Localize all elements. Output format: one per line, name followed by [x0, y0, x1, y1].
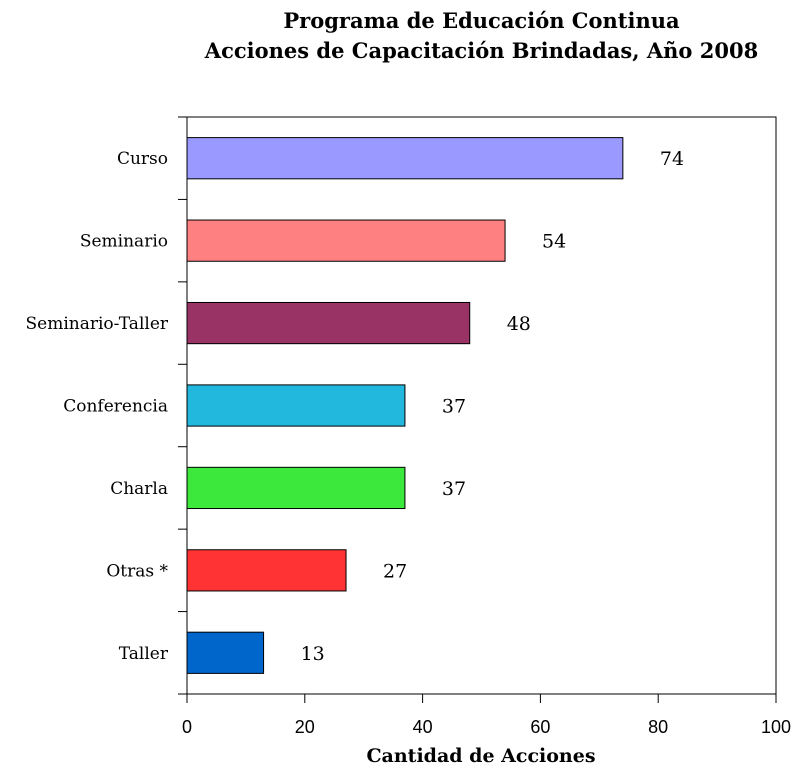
bar [186, 384, 406, 427]
x-tick-label: 20 [295, 717, 315, 737]
data-label: 37 [442, 396, 466, 418]
category-label: Conferencia [63, 397, 168, 417]
chart-subtitle: Acciones de Capacitación Brindadas, Año … [204, 38, 759, 63]
bar [186, 631, 265, 674]
bar [186, 466, 406, 510]
data-label: 74 [660, 148, 684, 170]
category-label: Otras * [106, 561, 168, 581]
x-tick-label: 60 [530, 717, 550, 737]
data-label: 37 [442, 478, 466, 500]
category-label: Seminario [80, 232, 168, 252]
bar [186, 549, 347, 592]
x-tick-label: 0 [182, 717, 192, 737]
data-label: 54 [542, 231, 566, 253]
category-label: Charla [110, 479, 168, 499]
bar [186, 219, 506, 262]
x-tick-label: 100 [761, 717, 791, 737]
x-tick-label: 40 [413, 717, 433, 737]
category-label: Curso [117, 149, 168, 169]
category-label: Taller [119, 644, 169, 664]
data-label: 27 [383, 560, 407, 582]
category-label: Seminario-Taller [26, 314, 169, 334]
x-axis-label: Cantidad de Acciones [366, 745, 595, 766]
data-label: 13 [301, 643, 325, 665]
bar [186, 301, 471, 345]
bar [186, 137, 624, 180]
x-tick-label: 80 [648, 717, 668, 737]
chart-title: Programa de Educación Continua [283, 8, 680, 33]
data-label: 48 [507, 313, 531, 335]
